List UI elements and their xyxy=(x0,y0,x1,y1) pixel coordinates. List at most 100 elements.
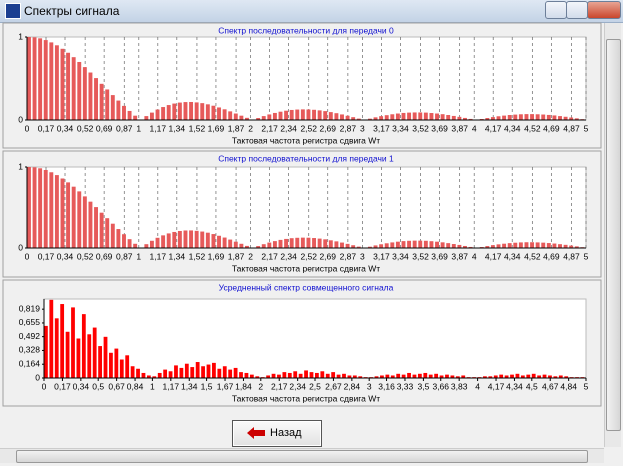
bar xyxy=(412,374,417,378)
bar xyxy=(200,231,205,248)
bar xyxy=(222,109,227,120)
bar xyxy=(222,237,227,248)
bar xyxy=(149,240,154,248)
bar xyxy=(340,114,344,120)
x-tick-label: 1,34 xyxy=(169,251,186,261)
x-tick-label: 2 xyxy=(248,251,253,261)
bar xyxy=(277,374,281,378)
bar xyxy=(435,113,439,120)
bar xyxy=(331,372,336,378)
bar xyxy=(122,105,126,120)
close-button[interactable] xyxy=(587,1,621,19)
bar xyxy=(513,114,518,120)
y-tick-label: 1 xyxy=(18,31,23,41)
bar xyxy=(490,245,495,248)
bar xyxy=(54,318,59,378)
app-icon xyxy=(5,3,21,19)
horizontal-scrollbar[interactable] xyxy=(0,448,604,463)
bar xyxy=(395,241,400,248)
x-tick-label: 3,69 xyxy=(431,251,448,261)
chart-title: Спектр последовательности для передачи 1 xyxy=(218,153,394,163)
x-tick-label: 1,34 xyxy=(181,381,198,391)
x-tick-label: 2,34 xyxy=(289,381,306,391)
bar xyxy=(183,230,188,248)
x-tick-label: 0,67 xyxy=(108,381,125,391)
x-tick-label: 4,67 xyxy=(542,381,559,391)
bar xyxy=(417,373,422,378)
bar xyxy=(340,242,344,248)
bar xyxy=(217,235,221,248)
bar xyxy=(295,109,300,120)
x-tick-label: 3,17 xyxy=(373,123,390,133)
bar xyxy=(228,239,233,248)
bar xyxy=(272,241,277,248)
bar xyxy=(530,242,535,248)
bar xyxy=(542,374,547,378)
bar xyxy=(43,40,48,120)
bar xyxy=(530,114,535,120)
bar xyxy=(488,376,493,378)
bar xyxy=(323,111,328,120)
bar xyxy=(125,355,130,378)
bar xyxy=(155,237,160,248)
bar xyxy=(513,242,518,248)
bar xyxy=(282,372,287,378)
bar xyxy=(278,111,283,120)
bar xyxy=(563,244,568,248)
bar xyxy=(396,373,401,378)
bar xyxy=(504,375,509,378)
bar xyxy=(82,67,87,120)
x-tick-label: 4,84 xyxy=(560,381,577,391)
bar xyxy=(345,243,350,248)
bar xyxy=(49,299,54,378)
chart-title: Спектр последовательности для передачи 0 xyxy=(218,25,394,35)
x-tick-label: 1 xyxy=(136,251,141,261)
x-tick-label: 0 xyxy=(42,381,47,391)
bar xyxy=(336,374,341,378)
bar xyxy=(271,373,276,378)
bar xyxy=(496,116,501,120)
bar xyxy=(535,242,540,248)
bar xyxy=(99,212,104,248)
bar xyxy=(179,367,184,378)
bar xyxy=(172,231,177,248)
bar xyxy=(38,168,43,248)
bar xyxy=(49,172,54,248)
x-tick-label: 3,34 xyxy=(392,123,409,133)
bar xyxy=(574,118,579,120)
x-tick-label: 3,87 xyxy=(451,123,468,133)
x-tick-label: 0,87 xyxy=(116,123,133,133)
bar xyxy=(569,117,574,120)
bar xyxy=(541,114,546,120)
back-button[interactable]: Назад xyxy=(232,420,322,447)
y-tick-label: 0,819 xyxy=(19,303,41,313)
bar xyxy=(429,241,434,248)
x-tick-label: 0 xyxy=(25,123,30,133)
bar xyxy=(535,114,540,120)
bar xyxy=(548,375,552,378)
vertical-scrollbar[interactable] xyxy=(604,23,621,447)
bar xyxy=(553,376,558,378)
bar xyxy=(239,115,244,120)
bar xyxy=(298,373,303,378)
bar xyxy=(401,112,406,120)
bar xyxy=(272,112,277,120)
bar xyxy=(485,118,490,120)
bar xyxy=(200,103,205,120)
bar xyxy=(546,114,551,120)
bar xyxy=(457,116,462,120)
bar xyxy=(136,368,140,378)
x-tick-label: 0,34 xyxy=(57,251,74,261)
bar xyxy=(244,372,249,378)
bar xyxy=(32,37,37,120)
x-tick-label: 4,69 xyxy=(543,251,560,261)
bar xyxy=(306,237,311,248)
bar xyxy=(468,246,473,248)
x-tick-label: 2,69 xyxy=(319,251,336,261)
x-tick-label: 0,17 xyxy=(38,251,55,261)
bar xyxy=(43,169,48,248)
x-tick-label: 3,34 xyxy=(392,251,409,261)
bar xyxy=(267,242,272,248)
bar xyxy=(300,237,305,248)
